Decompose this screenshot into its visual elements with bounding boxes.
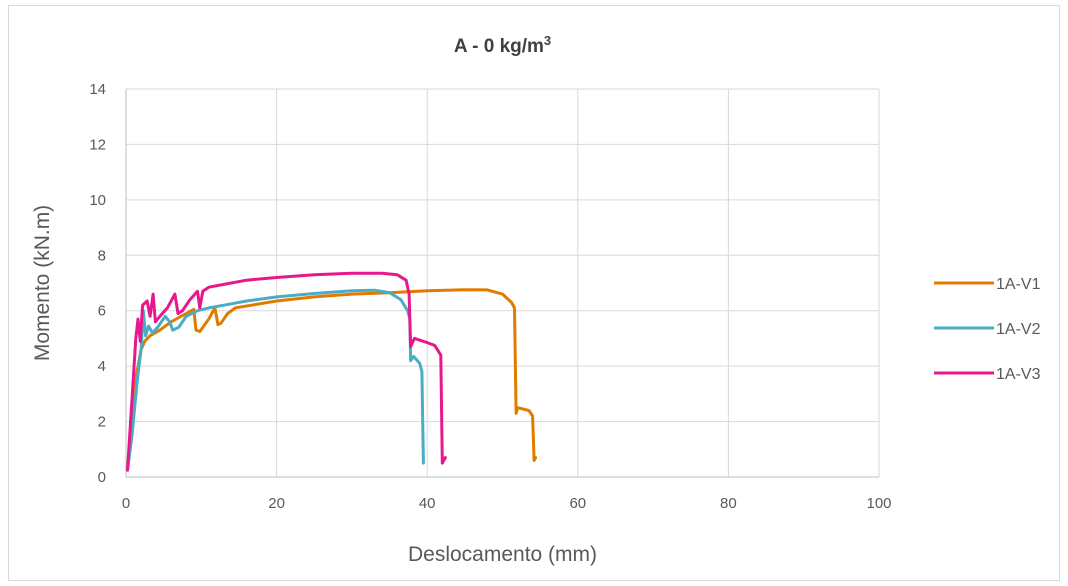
x-tick-label: 100: [866, 495, 891, 512]
y-tick-label: 6: [98, 303, 106, 320]
series-lines: [126, 271, 538, 472]
y-tick-label: 10: [89, 192, 106, 209]
y-axis-label: Momento (kN.m): [31, 205, 54, 361]
legend-label: 1A-V1: [996, 276, 1041, 293]
x-tick-label: 80: [720, 495, 737, 512]
y-tick-label: 2: [98, 414, 106, 431]
chart-title: A - 0 kg/m3: [454, 33, 551, 57]
y-tick-label: 12: [89, 136, 106, 153]
x-tick-label: 0: [122, 495, 130, 512]
series-line-1a-v3: [126, 271, 447, 472]
y-tick-label: 4: [98, 358, 106, 375]
chart-title-main: A - 0 kg/m: [454, 36, 544, 57]
x-tick-label: 20: [268, 495, 285, 512]
x-tick-label: 60: [569, 495, 586, 512]
tick-labels: 0 20 40 60 80 100 0 2 4 6 8 10 12 14: [89, 81, 891, 512]
legend: 1A-V1 1A-V2 1A-V3: [934, 276, 1041, 383]
y-tick-label: 14: [89, 81, 106, 98]
x-tick-label: 40: [419, 495, 436, 512]
chart-title-superscript: 3: [544, 33, 551, 48]
gridlines: [126, 88, 880, 477]
axes: [125, 89, 879, 478]
chart-svg: A - 0 kg/m3 0 20 40 60 80 100 0 2 4 6 8 10 12 14 1A-V…: [31, 33, 1041, 566]
legend-label: 1A-V3: [996, 366, 1041, 383]
series-line-1a-v1: [126, 288, 538, 472]
legend-label: 1A-V2: [996, 321, 1041, 338]
y-tick-label: 8: [98, 247, 106, 264]
series-line-1a-v2: [126, 288, 425, 472]
y-tick-label: 0: [98, 469, 106, 486]
chart-frame: A - 0 kg/m3 0 20 40 60 80 100 0 2 4 6 8 10 12 14 1A-V…: [8, 5, 1060, 581]
x-axis-label: Deslocamento (mm): [408, 543, 597, 566]
